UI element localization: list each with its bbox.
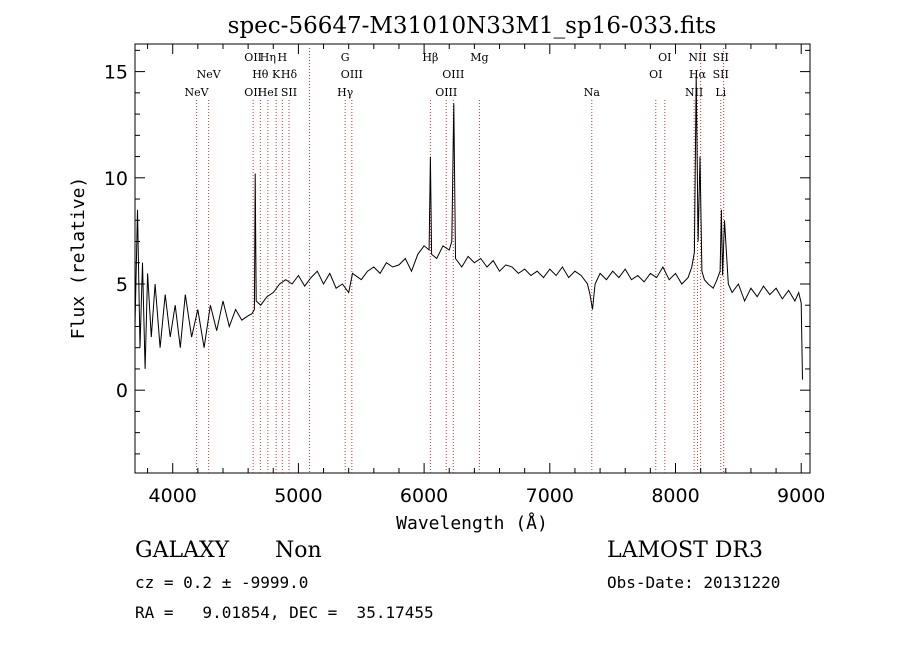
y-tick-label: 0 — [116, 380, 128, 402]
line-marker-label: Hα — [689, 68, 707, 81]
line-marker-label: OIII — [341, 68, 363, 81]
line-marker-label: NeV — [197, 68, 222, 81]
y-tick-label: 5 — [116, 274, 128, 296]
object-subclass: Non — [275, 538, 322, 563]
line-marker-label: HeI — [258, 86, 278, 99]
axes: 4000 5000 6000 7000 8000 9000 0 5 10 15 — [104, 44, 825, 507]
y-tick-label: 15 — [104, 62, 128, 84]
emission-line-markers: NeV NeV OII OII Hθ Hη HeI KH Hδ SII G Hγ OIII Hβ OIII O… — [185, 48, 729, 473]
x-tick-label: 9000 — [777, 485, 825, 507]
line-marker-label: OI — [649, 68, 662, 81]
object-class: GALAXY — [135, 538, 230, 563]
line-marker-label: Hδ — [281, 68, 298, 81]
line-marker-label: NII — [685, 86, 703, 99]
survey-name: LAMOST DR3 — [607, 538, 763, 563]
y-axis-label: Flux (relative) — [68, 177, 89, 340]
line-marker-label: H — [278, 51, 288, 64]
x-tick-label: 7000 — [526, 485, 574, 507]
line-marker-label: OIII — [442, 68, 464, 81]
line-marker-label: Na — [584, 86, 601, 99]
spectrum-line — [134, 75, 803, 380]
line-marker-label: NeV — [185, 86, 210, 99]
x-axis-label: Wavelength (Å) — [396, 512, 548, 534]
y-tick-label: 10 — [104, 168, 128, 190]
coordinates-line: RA = 9.01854, DEC = 35.17455 — [135, 603, 434, 622]
line-marker-label: Li — [715, 86, 726, 99]
line-marker-label: OIII — [435, 86, 457, 99]
line-marker-label: SII — [713, 68, 729, 81]
chart-title: spec-56647-M31010N33M1_sp16-033.fits — [228, 13, 717, 39]
line-marker-label: OII — [244, 51, 262, 64]
plot-frame — [134, 43, 811, 474]
x-tick-label: 5000 — [274, 485, 322, 507]
line-marker-label: SII — [281, 86, 297, 99]
line-marker-label: Mg — [470, 51, 488, 64]
line-marker-label: NII — [688, 51, 706, 64]
line-marker-label: OII — [244, 86, 262, 99]
line-marker-label: Hγ — [337, 86, 354, 99]
x-tick-label: 6000 — [400, 485, 448, 507]
line-marker-label: G — [341, 51, 350, 64]
x-tick-label: 4000 — [149, 485, 197, 507]
line-marker-label: Hβ — [422, 51, 438, 64]
line-marker-label: SII — [713, 51, 729, 64]
redshift-line: cz = 0.2 ± -9999.0 — [135, 573, 309, 592]
line-marker-label: K — [272, 68, 281, 81]
x-tick-label: 8000 — [651, 485, 699, 507]
line-marker-label: Hη — [260, 51, 276, 64]
obs-date: Obs-Date: 20131220 — [607, 573, 781, 592]
line-marker-label: Hθ — [252, 68, 269, 81]
line-marker-label: OI — [658, 51, 671, 64]
